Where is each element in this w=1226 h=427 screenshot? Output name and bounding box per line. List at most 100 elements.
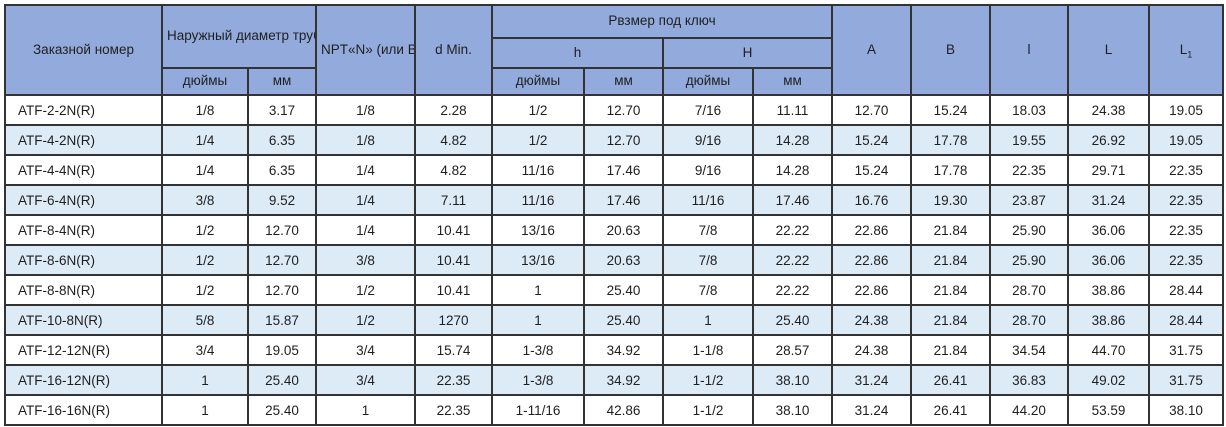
h-mm-cell: 25.40 [583, 274, 664, 306]
npt-cell: 1/4 [315, 214, 416, 246]
col-header-mm-d: мм [247, 67, 317, 96]
b-cell: 26.41 [910, 364, 992, 396]
h-mm-cell: 17.46 [583, 184, 664, 216]
l-big-cell: 31.24 [1067, 184, 1151, 216]
b-cell: 21.84 [910, 304, 992, 336]
table-body: ATF-2-2N(R) 1/8 3.17 1/8 2.28 1/2 12.70 … [4, 94, 1225, 426]
b-cell: 17.78 [910, 124, 992, 156]
table-row: ATF-4-2N(R) 1/4 6.35 1/8 4.82 1/2 12.70 … [4, 124, 1225, 156]
diameter-mm-cell: 12.70 [247, 244, 317, 276]
hh-inches-cell: 1-1/2 [662, 364, 754, 396]
b-cell: 21.84 [910, 244, 992, 276]
table-row: ATF-6-4N(R) 3/8 9.52 1/4 7.11 11/16 17.4… [4, 184, 1225, 216]
l-big-cell: 24.38 [1067, 94, 1151, 126]
diameter-mm-cell: 6.35 [247, 154, 317, 186]
npt-cell: 1 [315, 394, 416, 426]
l-small-cell: 34.54 [989, 334, 1070, 366]
l-small-cell: 19.55 [989, 124, 1070, 156]
col-header-mm-h: мм [583, 67, 664, 96]
table-row: ATF-8-4N(R) 1/2 12.70 1/4 10.41 13/16 20… [4, 214, 1225, 246]
diameter-mm-cell: 15.87 [247, 304, 317, 336]
hh-mm-cell: 17.46 [751, 184, 834, 216]
hh-inches-cell: 1-1/8 [662, 334, 754, 366]
h-inches-cell: 1 [491, 274, 585, 306]
b-cell: 17.78 [910, 154, 992, 186]
l1-cell: 22.35 [1148, 244, 1225, 276]
h-mm-cell: 17.46 [583, 154, 664, 186]
npt-cell: 1/2 [315, 274, 416, 306]
h-inches-cell: 1/2 [491, 94, 585, 126]
col-header-h-lower: h [491, 37, 664, 69]
col-header-a: A [831, 4, 913, 96]
table-row: ATF-4-4N(R) 1/4 6.35 1/4 4.82 11/16 17.4… [4, 154, 1225, 186]
hh-inches-cell: 1-1/2 [662, 394, 754, 426]
l-small-cell: 28.70 [989, 274, 1070, 306]
order-number-cell: ATF-12-12N(R) [4, 334, 163, 366]
a-cell: 24.38 [831, 304, 913, 336]
h-mm-cell: 20.63 [583, 214, 664, 246]
hh-mm-cell: 14.28 [751, 154, 834, 186]
diameter-inches-cell: 5/8 [161, 304, 249, 336]
d-min-cell: 2.28 [414, 94, 493, 126]
l1-base: L [1179, 41, 1188, 57]
hh-mm-cell: 11.11 [751, 94, 834, 126]
order-number-cell: ATF-2-2N(R) [4, 94, 163, 126]
hh-mm-cell: 38.10 [751, 364, 834, 396]
l-big-cell: 49.02 [1067, 364, 1151, 396]
l1-cell: 38.10 [1148, 394, 1225, 426]
diameter-mm-cell: 12.70 [247, 274, 317, 306]
l-big-cell: 36.06 [1067, 214, 1151, 246]
d-min-cell: 22.35 [414, 364, 493, 396]
d-min-cell: 7.11 [414, 184, 493, 216]
order-number-cell: ATF-8-8N(R) [4, 274, 163, 306]
l1-cell: 31.75 [1148, 334, 1225, 366]
a-cell: 12.70 [831, 94, 913, 126]
col-header-order-number: Заказной номер [4, 4, 163, 96]
l1-cell: 22.35 [1148, 214, 1225, 246]
a-cell: 31.24 [831, 394, 913, 426]
d-min-cell: 4.82 [414, 154, 493, 186]
b-cell: 15.24 [910, 94, 992, 126]
l-small-cell: 22.35 [989, 154, 1070, 186]
col-header-l-big: L [1067, 4, 1151, 96]
d-min-cell: 10.41 [414, 214, 493, 246]
a-cell: 22.86 [831, 244, 913, 276]
d-min-cell: 10.41 [414, 244, 493, 276]
b-cell: 21.84 [910, 334, 992, 366]
l1-cell: 22.35 [1148, 184, 1225, 216]
diameter-mm-cell: 6.35 [247, 124, 317, 156]
hh-inches-cell: 9/16 [662, 124, 754, 156]
l-small-cell: 28.70 [989, 304, 1070, 336]
order-number-cell: ATF-8-4N(R) [4, 214, 163, 246]
hh-inches-cell: 7/8 [662, 214, 754, 246]
diameter-inches-cell: 1/2 [161, 274, 249, 306]
h-inches-cell: 1-3/8 [491, 364, 585, 396]
fittings-spec-table: Заказной номер Наружный диаметр трубы D … [4, 4, 1225, 426]
h-inches-cell: 13/16 [491, 244, 585, 276]
col-header-b: B [910, 4, 992, 96]
col-header-l-small: l [989, 4, 1070, 96]
d-min-cell: 1270 [414, 304, 493, 336]
npt-cell: 3/4 [315, 334, 416, 366]
col-header-npt: NPT«N» (или BSPT«R») [315, 4, 416, 96]
col-header-inches-h: дюймы [491, 67, 585, 96]
hh-inches-cell: 7/8 [662, 274, 754, 306]
order-number-cell: ATF-4-4N(R) [4, 154, 163, 186]
order-number-cell: ATF-16-16N(R) [4, 394, 163, 426]
hh-mm-cell: 28.57 [751, 334, 834, 366]
l-big-cell: 44.70 [1067, 334, 1151, 366]
a-cell: 24.38 [831, 334, 913, 366]
diameter-mm-cell: 25.40 [247, 394, 317, 426]
table-header: Заказной номер Наружный диаметр трубы D … [4, 4, 1225, 96]
order-number-cell: ATF-10-8N(R) [4, 304, 163, 336]
npt-cell: 1/8 [315, 124, 416, 156]
h-inches-cell: 11/16 [491, 154, 585, 186]
b-cell: 21.84 [910, 214, 992, 246]
h-mm-cell: 34.92 [583, 364, 664, 396]
l-big-cell: 26.92 [1067, 124, 1151, 156]
l1-cell: 19.05 [1148, 124, 1225, 156]
diameter-inches-cell: 1/2 [161, 244, 249, 276]
table-row: ATF-8-8N(R) 1/2 12.70 1/2 10.41 1 25.40 … [4, 274, 1225, 306]
l1-cell: 28.44 [1148, 274, 1225, 306]
npt-cell: 1/4 [315, 184, 416, 216]
